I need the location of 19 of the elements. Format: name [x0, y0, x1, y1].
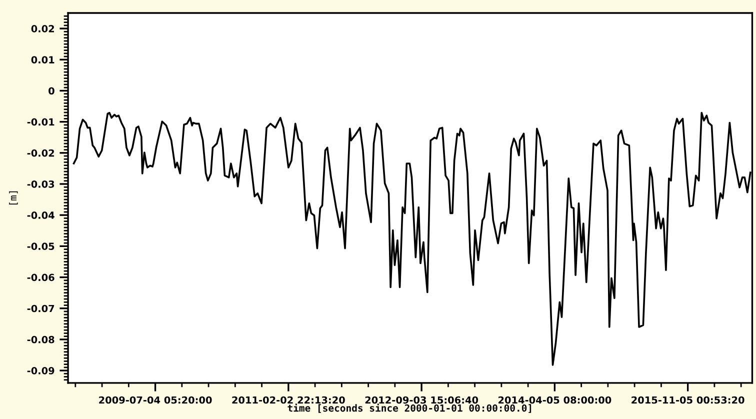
x-tick-label: 2011-02-02 22:13:20 [232, 396, 345, 404]
x-tick-label: 2014-04-05 08:00:00 [498, 396, 612, 404]
y-axis-title: [m] [9, 191, 18, 205]
y-tick-label: -0.05 [27, 242, 54, 250]
y-tick-label: -0.09 [27, 367, 54, 374]
y-tick-label: -0.01 [27, 118, 54, 126]
y-tick-label: 0.02 [31, 25, 54, 32]
y-tick-label: 0.01 [31, 56, 54, 64]
x-tick-label: 2009-07-04 05:20:00 [99, 396, 212, 404]
x-tick-label: 2012-09-03 15:06:40 [365, 396, 478, 404]
y-tick-label: -0.03 [27, 180, 54, 188]
y-tick-label: -0.04 [27, 212, 54, 219]
x-tick-label: 2015-11-05 00:53:20 [632, 396, 744, 404]
y-tick-label: -0.07 [27, 304, 54, 312]
y-tick-label: -0.06 [27, 274, 54, 282]
y-tick-label: -0.08 [27, 336, 54, 344]
x-axis-title: time [seconds since 2000-01-01 00:00:00.0] [288, 404, 532, 413]
y-tick-label: -0.02 [27, 149, 54, 157]
y-tick-label: 0 [48, 87, 54, 95]
